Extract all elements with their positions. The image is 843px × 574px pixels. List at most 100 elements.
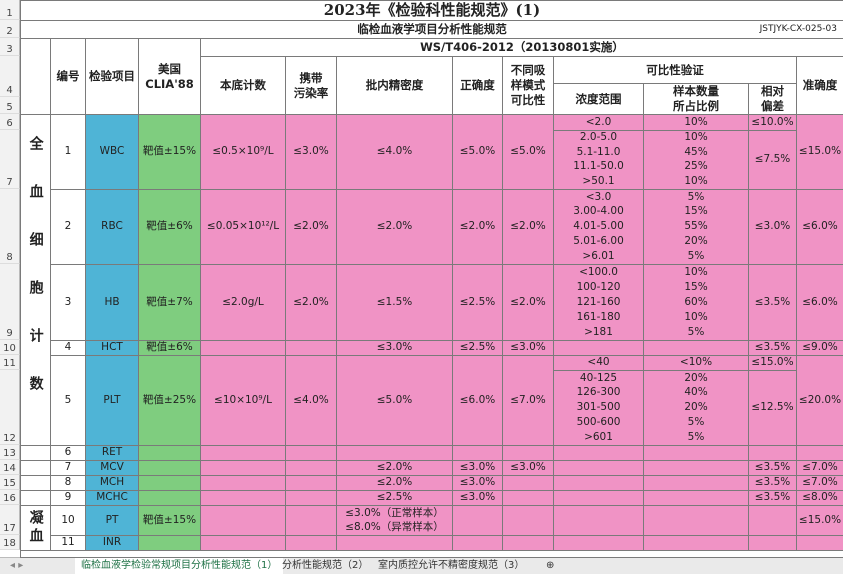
cell-clia: 靶值±6% [138,189,201,265]
cell-no: 9 [50,490,86,506]
cell-no-text: 11 [61,536,75,549]
cell-trueness: ≤3.0% [452,490,503,506]
group-header-text: 可比性验证 [646,62,704,77]
column-header: 样本数量 所占比例 [643,83,749,115]
cell-no-text: 6 [64,446,72,459]
cell-clia: 靶值±25% [138,355,201,446]
sheet-tab[interactable]: 分析性能规范（2） [282,560,369,571]
cell-proportion-text: 10% [684,265,708,278]
partial-row [20,550,843,558]
cell-range-text: <3.0 [585,190,612,203]
cell-no-text: 8 [64,476,72,489]
cell-accuracy-text: ≤6.0% [802,220,838,233]
cell-range-text: >50.1 [582,174,615,187]
cell-bias-text: ≤3.5% [754,461,791,474]
cell-clia-text: 靶值±6% [146,341,193,354]
cell-precision-text: ≤1.5% [376,295,413,308]
sheet-tab[interactable]: 室内质控允许不精密度规范（3） [378,560,525,571]
cell-trueness-text: ≤2.5% [459,295,496,308]
cell-bias-text: ≤3.5% [754,295,791,308]
cell-background [200,475,286,491]
cell-precision: ≤1.5% [336,264,453,341]
row-number: 14 [0,460,20,475]
column-header: 本底计数 [200,56,286,115]
cell-bias: ≤3.5% [748,264,797,341]
cell-trueness: ≤2.5% [452,340,503,356]
cell-bias-text: ≤7.5% [754,153,791,166]
cell-carryover [285,505,337,536]
column-header: 批内精密度 [336,56,453,115]
cell-bias: ≤12.5% [748,370,797,446]
cell-proportion-text: 5% [687,415,705,428]
cell-accuracy: ≤15.0% [796,114,843,190]
cell-carryover-text: ≤3.0% [293,145,329,158]
add-sheet[interactable]: ⊕ [546,560,555,571]
cell-no: 5 [50,355,86,446]
cell-clia-text: 靶值±6% [146,220,193,233]
cell-item: PT [85,505,139,536]
column-header: 正确度 [452,56,503,115]
column-header-text: 批内精密度 [365,78,424,93]
cell-bias [748,445,797,461]
group-label-text: 凝血 [27,510,44,546]
column-header-text: 浓度范围 [575,91,622,106]
cell-proportion-text: 15% [684,280,708,293]
tab-nav[interactable]: ◂ ▸ [10,560,24,571]
cell-sampling: ≤2.0% [502,189,554,265]
cell-no-text: 10 [61,513,75,526]
cell-bias: ≤10.0% [748,114,797,131]
cell-range [553,460,644,476]
cell-range-text: <2.0 [585,115,612,128]
cell-trueness-text: ≤6.0% [459,393,496,406]
sheet-title-text: 2023年《检验科性能规范》(1) [323,0,541,19]
cell-bias: ≤3.5% [748,460,797,476]
cell-proportion-text: 10% [684,310,708,323]
cell-range-text: 40-125 [579,371,618,384]
cell-accuracy: ≤9.0% [796,340,843,356]
cell-no: 4 [50,340,86,356]
column-header-text: 相对 偏差 [761,84,784,113]
cell-trueness-text: ≤3.0% [459,476,496,489]
cell-carryover [285,535,337,551]
row-number: 11 [0,355,20,370]
cell-proportion-text: <10% [679,356,713,369]
cell-range [553,490,644,506]
group-header: 可比性验证 [553,56,797,84]
cell-item: WBC [85,114,139,190]
cell-range-text: >601 [584,430,613,443]
cell-carryover [285,340,337,356]
cell-trueness [452,445,503,461]
cell-proportion: 20% 40% 20% 5% 5% [643,370,749,446]
group-cell [20,490,51,506]
sheet-tab[interactable]: 临检血液学检验常规项目分析性能规范（1） [75,558,284,574]
cell-proportion: 10% 45% 25% 10% [643,130,749,190]
cell-clia: 靶值±15% [138,505,201,536]
cell-clia [138,475,201,491]
cell-range [553,475,644,491]
cell-item: INR [85,535,139,551]
cell-precision [336,535,453,551]
cell-range-text: 4.01-5.00 [573,220,624,233]
cell-precision: ≤3.0% [336,340,453,356]
cell-proportion-text: 10% [684,115,708,128]
group-label-text: 全血细胞计数 [27,136,44,424]
cell-clia [138,490,201,506]
cell-trueness: ≤2.0% [452,189,503,265]
cell-carryover [285,445,337,461]
cell-precision [336,445,453,461]
cell-item: PLT [85,355,139,446]
cell-background [200,445,286,461]
cell-precision-text: ≤4.0% [376,145,413,158]
cell-sampling [502,475,554,491]
cell-clia [138,535,201,551]
cell-proportion: 5% 15% 55% 20% 5% [643,189,749,265]
cell-sampling: ≤2.0% [502,264,554,341]
cell-accuracy-text: ≤15.0% [798,145,842,158]
cell-carryover-text: ≤4.0% [293,393,329,406]
cell-item-text: RBC [101,220,123,233]
cell-bias-text: ≤3.0% [754,220,791,233]
column-header: 编号 [50,38,86,115]
column-header: 不同吸 样模式 可比性 [502,56,554,115]
group-cell [20,445,51,461]
cell-background [200,340,286,356]
